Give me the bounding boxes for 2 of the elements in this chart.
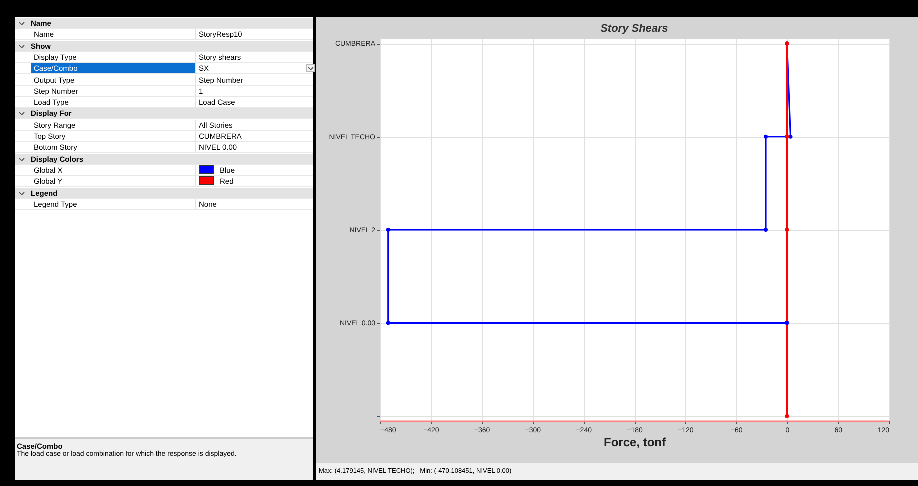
x-axis-title: Force, tonf: [604, 436, 667, 450]
chart-title: Story Shears: [600, 23, 668, 35]
